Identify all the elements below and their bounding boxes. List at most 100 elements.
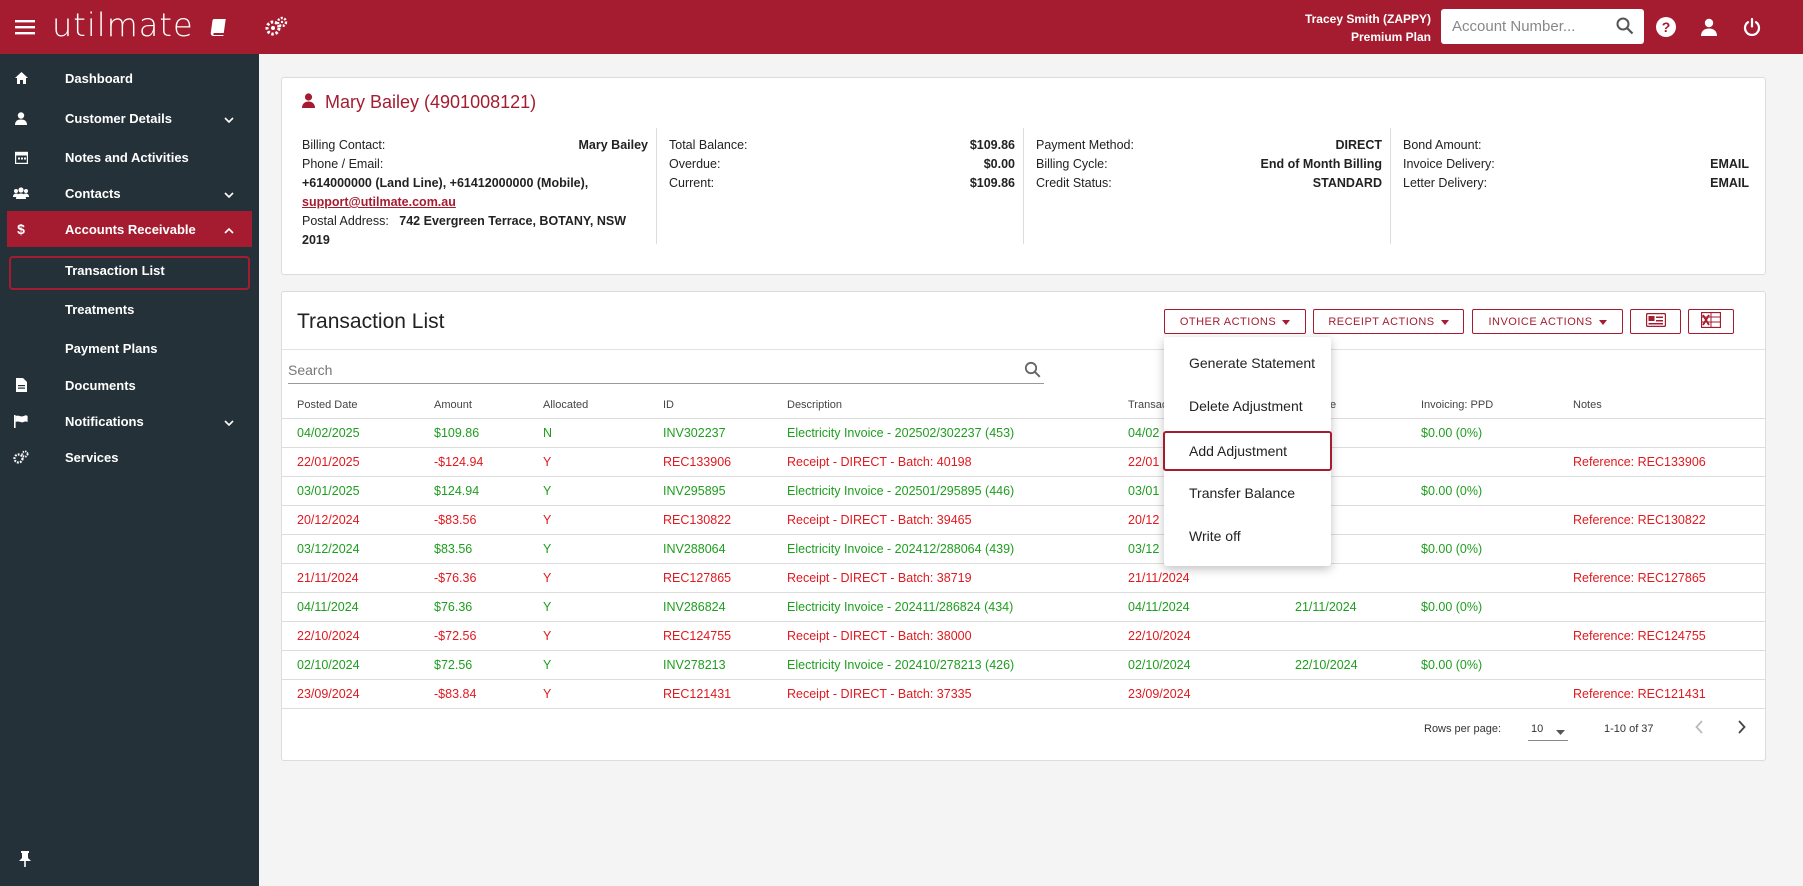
cell-ppd: $0.00 (0%) xyxy=(1421,600,1483,614)
top-bar: utilmate Tracey Smith (ZAPPY) Premium Pl… xyxy=(0,0,1803,54)
caret-down-icon xyxy=(1440,316,1449,328)
receipt-actions-label: RECEIPT ACTIONS xyxy=(1328,315,1435,328)
table-row[interactable]: 22/01/2025 -$124.94 Y REC133906 Receipt - DI… xyxy=(282,448,1765,477)
cell-trans: 21/11/2024 xyxy=(1128,571,1190,585)
transaction-search-input[interactable] xyxy=(288,361,988,378)
menu-item-write-off[interactable]: Write off xyxy=(1189,528,1241,544)
letter-delivery-label: Letter Delivery: xyxy=(1403,176,1488,190)
user-name: Tracey Smith (ZAPPY) xyxy=(1304,12,1431,26)
letter-delivery-value: EMAIL xyxy=(1710,176,1749,190)
dollar-icon: $ xyxy=(17,221,25,237)
previous-page-icon[interactable] xyxy=(1695,720,1704,737)
user-info: Tracey Smith (ZAPPY) Premium Plan xyxy=(1305,10,1431,46)
other-actions-label: OTHER ACTIONS xyxy=(1179,315,1277,328)
column-header-due-date[interactable]: te xyxy=(1327,399,1337,411)
cell-trans: 03/12 xyxy=(1128,542,1160,556)
search-icon[interactable] xyxy=(1616,17,1634,38)
table-row[interactable]: 23/09/2024 -$83.84 Y REC121431 Receipt - DIR… xyxy=(282,680,1765,709)
cell-desc: Receipt - DIRECT - Batch: 37335 xyxy=(787,687,972,701)
menu-item-generate-statement[interactable]: Generate Statement xyxy=(1189,355,1316,371)
cell-desc: Electricity Invoice - 202502/302237 (453… xyxy=(787,426,1015,440)
menu-item-delete-adjustment[interactable]: Delete Adjustment xyxy=(1189,398,1303,414)
column-header-allocated[interactable]: Allocated xyxy=(543,399,589,411)
column-header-notes[interactable]: Notes xyxy=(1573,399,1602,411)
invoice-actions-button[interactable]: INVOICE ACTIONS xyxy=(1472,309,1623,334)
account-number-input[interactable] xyxy=(1452,18,1612,35)
sidebar-item-contacts[interactable]: Contacts xyxy=(0,175,259,211)
cell-trans: 20/12 xyxy=(1128,513,1160,527)
utilmate-logo[interactable]: utilmate xyxy=(52,6,194,44)
menu-item-add-adjustment[interactable]: Add Adjustment xyxy=(1163,431,1332,471)
invoice-delivery-value: EMAIL xyxy=(1710,157,1749,171)
rows-per-page-select[interactable]: 10 xyxy=(1528,717,1568,741)
cell-trans: 23/09/2024 xyxy=(1128,687,1191,701)
menu-item-transfer-balance[interactable]: Transfer Balance xyxy=(1189,485,1296,501)
cell-posted: 03/12/2024 xyxy=(297,542,360,556)
flag-icon xyxy=(13,413,29,429)
table-row[interactable]: 04/11/2024 $76.36 Y INV286824 Electricity In… xyxy=(282,593,1765,622)
sidebar-item-customer-details[interactable]: Customer Details xyxy=(0,100,259,136)
cell-due: 21/11/2024 xyxy=(1295,600,1357,614)
sidebar-item-accounts-receivable[interactable]: $ Accounts Receivable xyxy=(7,211,252,247)
user-icon xyxy=(302,92,315,113)
email-link[interactable]: support@utilmate.com.au xyxy=(302,195,456,209)
table-row[interactable]: 04/02/2025 $109.86 N INV302237 Electricity I… xyxy=(282,419,1765,448)
cell-desc: Receipt - DIRECT - Batch: 38000 xyxy=(787,629,972,643)
statement-view-button[interactable] xyxy=(1630,309,1681,334)
cell-ppd: $0.00 (0%) xyxy=(1421,426,1483,440)
user-icon[interactable] xyxy=(1697,0,1721,54)
cell-desc: Receipt - DIRECT - Batch: 40198 xyxy=(787,455,972,469)
sidebar-item-dashboard[interactable]: Dashboard xyxy=(0,60,259,96)
table-row[interactable]: 03/12/2024 $83.56 Y INV288064 Electricity In… xyxy=(282,535,1765,564)
table-row[interactable]: 02/10/2024 $72.56 Y INV278213 Electricity In… xyxy=(282,651,1765,680)
cell-posted: 03/01/2025 xyxy=(297,484,360,498)
table-row[interactable]: 20/12/2024 -$83.56 Y REC130822 Receipt - DIR… xyxy=(282,506,1765,535)
column-header-posted-date[interactable]: Posted Date xyxy=(297,399,358,411)
bond-amount-label: Bond Amount: xyxy=(1403,138,1482,152)
power-icon[interactable] xyxy=(1740,0,1764,54)
table-row[interactable]: 21/11/2024 -$76.36 Y REC127865 Receipt - DIR… xyxy=(282,564,1765,593)
cell-trans: 02/10/2024 xyxy=(1128,658,1191,672)
menu-icon[interactable] xyxy=(12,0,38,54)
cell-amount: $124.94 xyxy=(434,484,480,498)
sidebar-item-notes-and-activities[interactable]: Notes and Activities xyxy=(0,139,259,175)
column-header-description[interactable]: Description xyxy=(787,399,843,411)
cogs-icon[interactable] xyxy=(262,0,290,54)
cell-amount: -$76.36 xyxy=(434,571,477,585)
cell-trans: 04/02 xyxy=(1128,426,1160,440)
sidebar-item-services[interactable]: Services xyxy=(0,439,259,475)
column-header-id[interactable]: ID xyxy=(663,399,674,411)
column-header-amount[interactable]: Amount xyxy=(434,399,472,411)
cell-amount: -$83.84 xyxy=(434,687,477,701)
next-page-icon[interactable] xyxy=(1737,720,1746,737)
receipt-actions-button[interactable]: RECEIPT ACTIONS xyxy=(1313,309,1464,334)
billing-contact-value: Mary Bailey xyxy=(578,138,648,152)
column-header-transaction-date[interactable]: Transac xyxy=(1128,399,1168,411)
search-icon[interactable] xyxy=(1024,361,1041,381)
pin-icon[interactable] xyxy=(19,851,31,870)
users-icon xyxy=(13,185,29,201)
billing-contact-label: Billing Contact: xyxy=(302,138,386,152)
invoice-actions-label: INVOICE ACTIONS xyxy=(1488,315,1593,328)
sidebar-subitem-transaction-list[interactable]: Transaction List xyxy=(65,263,165,278)
sidebar-item-documents[interactable]: Documents xyxy=(0,367,259,403)
help-icon[interactable]: ? xyxy=(1654,0,1678,54)
cell-alloc: Y xyxy=(543,513,552,527)
sidebar-item-notifications[interactable]: Notifications xyxy=(0,403,259,439)
customer-summary-card: Mary Bailey (4901008121) Billing Contact… xyxy=(281,77,1766,275)
sidebar-subitem-treatments[interactable]: Treatments xyxy=(65,302,135,317)
table-row[interactable]: 22/10/2024 -$72.56 Y REC124755 Receipt - DIR… xyxy=(282,622,1765,651)
book-icon[interactable] xyxy=(205,0,231,54)
column-header-invoicing-ppd[interactable]: Invoicing: PPD xyxy=(1421,399,1494,411)
cell-notes: Reference: REC121431 xyxy=(1573,687,1706,701)
excel-export-button[interactable] xyxy=(1688,309,1734,334)
sidebar-item-label: Documents xyxy=(65,377,136,393)
sidebar-item-label: Dashboard xyxy=(65,70,133,86)
other-actions-button[interactable]: OTHER ACTIONS xyxy=(1164,309,1306,334)
active-sub-item-frame xyxy=(9,256,250,290)
sidebar-subitem-payment-plans[interactable]: Payment Plans xyxy=(65,341,158,356)
cell-alloc: Y xyxy=(543,571,552,585)
header-divider xyxy=(282,349,1765,350)
table-row[interactable]: 03/01/2025 $124.94 Y INV295895 Electricity I… xyxy=(282,477,1765,506)
column-divider xyxy=(1023,128,1024,244)
